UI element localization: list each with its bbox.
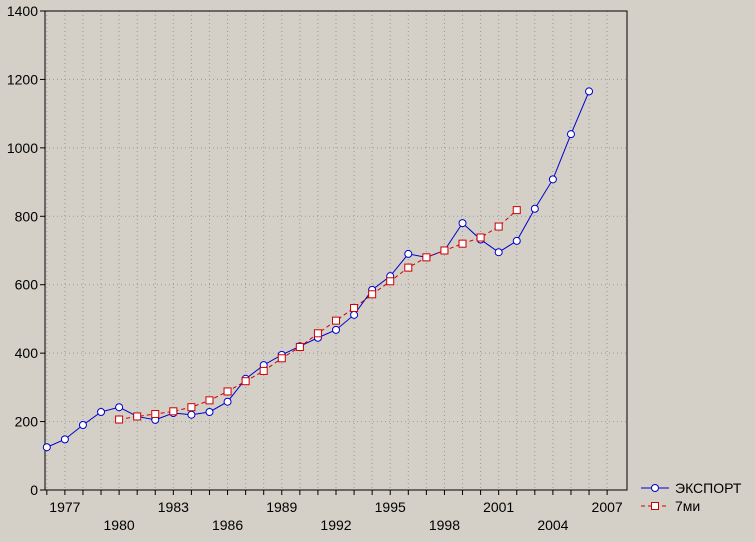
data-point — [494, 248, 503, 257]
data-point — [133, 412, 142, 421]
data-point — [78, 420, 87, 429]
data-point — [512, 236, 521, 245]
legend-label: ЭКСПОРТ — [675, 480, 742, 496]
grid-lines — [45, 11, 627, 490]
x-tick-label: 2007 — [592, 499, 623, 515]
data-point — [60, 435, 69, 444]
legend-label: 7ми — [675, 498, 700, 514]
data-point — [187, 403, 196, 412]
x-tick-label: 1992 — [320, 517, 351, 533]
series-2 — [115, 206, 521, 424]
data-point — [440, 246, 449, 255]
data-point — [313, 329, 322, 338]
data-point — [494, 222, 503, 231]
data-point — [115, 403, 124, 412]
legend-marker — [651, 502, 659, 510]
y-axis: 0 200 400 600 800 1000 1200 1400 — [7, 3, 45, 498]
x-tick-label: 1983 — [158, 499, 189, 515]
series-line — [46, 91, 590, 448]
x-tick-label: 1989 — [266, 499, 297, 515]
x-tick-label: 1986 — [212, 517, 243, 533]
data-point — [512, 206, 521, 215]
data-point — [205, 396, 214, 405]
series-1 — [42, 87, 594, 452]
y-tick-label: 1000 — [7, 140, 38, 156]
y-tick-label: 200 — [15, 414, 39, 430]
x-tick-label: 2001 — [483, 499, 514, 515]
data-point — [350, 303, 359, 312]
data-point — [566, 130, 575, 139]
y-tick-label: 400 — [15, 345, 39, 361]
x-tick-label: 2004 — [537, 517, 568, 533]
y-tick-label: 1200 — [7, 71, 38, 87]
x-tick-label: 1998 — [429, 517, 460, 533]
data-point — [42, 443, 51, 452]
legend: ЭКСПОРТ 7ми — [641, 480, 742, 514]
plot-area — [44, 10, 628, 491]
data-point — [259, 366, 268, 375]
x-tick-label: 1977 — [49, 499, 80, 515]
y-tick-label: 0 — [30, 482, 38, 498]
data-point — [332, 325, 340, 334]
data-point — [115, 415, 124, 424]
data-point — [530, 204, 539, 213]
data-point — [223, 397, 232, 406]
data-point — [151, 410, 160, 419]
data-point — [223, 387, 232, 396]
data-point — [277, 354, 286, 363]
data-point — [386, 277, 395, 286]
data-point — [404, 249, 413, 258]
data-point — [476, 233, 485, 242]
y-tick-label: 800 — [15, 208, 39, 224]
data-point — [241, 377, 250, 386]
legend-marker — [651, 484, 659, 492]
x-axis: 1977 1983 1989 1995 2001 2007 1980 1986 1992 1998… — [46, 490, 623, 533]
data-point — [368, 290, 377, 299]
data-point — [350, 310, 359, 319]
data-point — [458, 239, 467, 248]
x-tick-label: 1995 — [375, 499, 406, 515]
series-line — [119, 209, 518, 421]
data-point — [332, 316, 340, 325]
legend-item: 7ми — [641, 498, 700, 514]
data-point — [458, 219, 467, 228]
data-point — [404, 263, 413, 272]
data-point — [205, 407, 214, 416]
y-tick-label: 1400 — [7, 3, 38, 19]
data-point — [295, 342, 304, 351]
data-point — [97, 407, 106, 416]
data-point — [169, 407, 178, 416]
series-group — [42, 87, 594, 452]
data-point — [187, 410, 196, 419]
data-point — [548, 175, 557, 184]
legend-item: ЭКСПОРТ — [641, 480, 742, 496]
x-tick-label: 1980 — [104, 517, 135, 533]
y-tick-label: 600 — [15, 277, 39, 293]
data-point — [585, 87, 594, 96]
data-point — [422, 253, 431, 262]
